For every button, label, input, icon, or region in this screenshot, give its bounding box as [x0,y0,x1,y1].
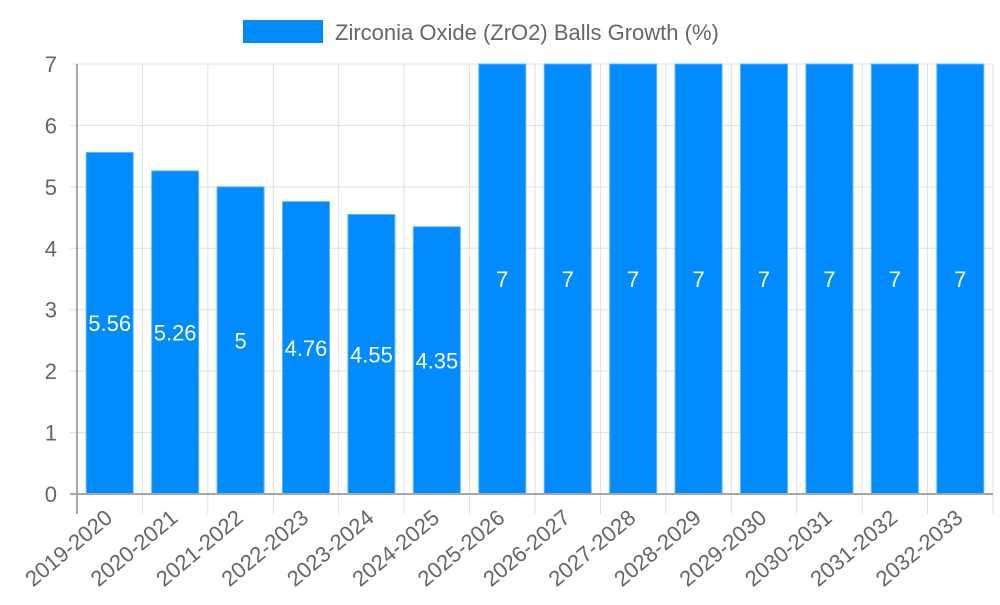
bar[interactable] [870,63,919,495]
bar-value-label: 5 [234,328,246,353]
bar-value-label: 7 [562,267,574,292]
legend[interactable]: Zirconia Oxide (ZrO2) Balls Growth (%) [243,20,719,45]
bar[interactable] [216,186,265,495]
y-axis-ticks: 0 1 2 3 4 5 6 7 [45,52,57,507]
bar[interactable] [478,63,527,495]
data-labels: 5.56 5.26 5 4.76 4.55 4.35 7 7 7 7 7 7 7 7 [88,267,966,373]
bar-series [85,63,985,495]
y-tick-label: 4 [45,236,57,261]
bar[interactable] [609,63,658,495]
bar[interactable] [347,214,396,495]
legend-label[interactable]: Zirconia Oxide (ZrO2) Balls Growth (%) [335,20,719,45]
bar[interactable] [282,201,330,495]
bar[interactable] [740,63,788,495]
y-tick-label: 1 [45,421,57,446]
bar[interactable] [412,226,461,495]
bar-value-label: 5.56 [88,311,131,336]
bar-value-label: 4.35 [415,348,458,373]
y-tick-label: 0 [45,482,57,507]
bar-value-label: 4.76 [285,336,328,361]
bar[interactable] [936,63,985,495]
bar[interactable] [543,63,592,495]
y-tick-label: 6 [45,113,57,138]
bar[interactable] [674,63,723,495]
bar-value-label: 4.55 [350,342,393,367]
y-tick-label: 3 [45,298,57,323]
legend-swatch[interactable] [243,20,323,43]
x-axis-ticks: 2019-20202020-20212021-20222022-20232023… [20,505,967,592]
gridlines [70,63,994,514]
bar-value-label: 7 [692,267,704,292]
y-tick-label: 5 [45,175,57,200]
bar-value-label: 7 [889,267,901,292]
bar-value-label: 7 [496,267,508,292]
y-tick-label: 2 [45,359,57,384]
bar-value-label: 7 [954,267,966,292]
bar-value-label: 5.26 [154,320,197,345]
bar[interactable] [805,63,854,495]
y-tick-label: 7 [45,52,57,77]
bar-value-label: 7 [758,267,770,292]
bar-value-label: 7 [627,267,639,292]
bar-value-label: 7 [823,267,835,292]
axes [70,64,993,514]
